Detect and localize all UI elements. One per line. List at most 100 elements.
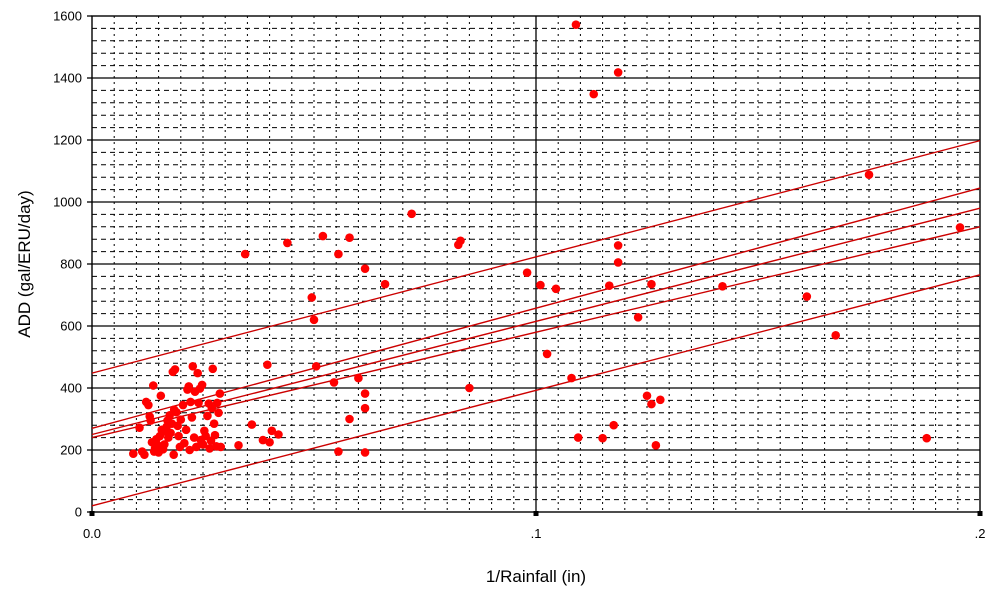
data-point — [345, 233, 354, 242]
x-tick-mark — [89, 511, 95, 516]
data-point — [522, 268, 532, 277]
data-point — [309, 315, 319, 325]
fit-line — [91, 274, 981, 507]
fit-line — [91, 139, 981, 374]
data-point — [647, 399, 656, 409]
data-point — [955, 223, 965, 232]
data-point — [536, 280, 545, 290]
data-point — [651, 441, 661, 450]
y-tick-label: 600 — [60, 319, 82, 334]
data-point — [334, 447, 343, 456]
data-point — [176, 415, 186, 424]
data-point — [209, 419, 219, 428]
data-point — [613, 258, 623, 267]
x-axis-ticks: 0.0 .1 .2 — [83, 511, 985, 541]
data-point — [174, 431, 183, 441]
x-tick-label: .2 — [975, 526, 986, 541]
data-point — [240, 249, 250, 259]
data-point — [178, 400, 188, 410]
data-points — [128, 20, 965, 459]
data-point — [642, 391, 652, 401]
data-point — [214, 408, 223, 418]
data-point — [274, 430, 283, 439]
data-point — [864, 170, 874, 180]
data-point — [194, 398, 203, 408]
data-point — [186, 397, 195, 407]
x-tick-mark — [977, 511, 983, 516]
data-point — [307, 293, 317, 302]
data-point — [166, 428, 175, 438]
data-point — [311, 362, 321, 371]
data-point — [267, 426, 277, 436]
data-point — [604, 281, 614, 291]
data-point — [360, 403, 370, 413]
data-point — [283, 238, 292, 248]
data-point — [589, 89, 599, 99]
data-point — [609, 420, 618, 430]
data-point — [208, 364, 218, 374]
y-tick-label: 400 — [60, 381, 82, 396]
data-point — [647, 279, 656, 289]
x-axis-title: 1/Rainfall (in) — [486, 567, 586, 586]
data-point — [380, 279, 390, 289]
data-point — [193, 368, 202, 378]
data-point — [188, 362, 198, 371]
data-point — [146, 416, 155, 425]
data-point — [258, 435, 268, 445]
y-tick-label: 1000 — [53, 195, 82, 210]
data-point — [170, 365, 180, 374]
y-axis-ticks: 0 200 400 600 800 1000 1200 1400 1600 — [53, 9, 92, 520]
data-point — [360, 389, 370, 398]
data-point — [542, 349, 552, 359]
data-point — [318, 231, 328, 241]
fit-line — [91, 226, 981, 439]
data-point — [802, 292, 812, 301]
y-tick-label: 0 — [75, 505, 82, 520]
data-point — [263, 360, 272, 370]
x-tick-label: .1 — [531, 526, 542, 541]
data-point — [144, 400, 153, 410]
data-point — [181, 425, 191, 435]
data-point — [216, 442, 226, 452]
data-point — [205, 444, 214, 453]
data-point — [184, 382, 194, 391]
data-point — [633, 313, 643, 322]
data-point — [148, 381, 158, 390]
data-point — [135, 423, 144, 432]
data-point — [207, 403, 217, 413]
data-point — [465, 383, 474, 393]
data-point — [360, 448, 370, 457]
y-tick-label: 1200 — [53, 133, 82, 148]
fit-lines — [91, 139, 981, 507]
data-point — [197, 380, 207, 390]
data-point — [212, 398, 222, 408]
data-point — [922, 433, 932, 443]
data-point — [172, 407, 181, 417]
data-point — [187, 413, 197, 422]
data-point — [598, 433, 607, 443]
data-point — [551, 284, 561, 294]
x-tick-mark — [533, 511, 539, 516]
data-point — [185, 445, 194, 455]
data-point — [613, 241, 623, 250]
y-axis-title: ADD (gal/ERU/day) — [15, 190, 34, 337]
y-tick-label: 200 — [60, 443, 82, 458]
data-point — [456, 236, 465, 246]
data-point — [189, 433, 199, 442]
x-tick-label: 0.0 — [83, 526, 101, 541]
fit-line — [91, 187, 981, 429]
data-point — [718, 282, 727, 291]
data-point — [329, 378, 339, 387]
data-point — [831, 331, 840, 340]
data-point — [234, 441, 243, 450]
y-tick-label: 1400 — [53, 71, 82, 86]
data-point — [345, 414, 354, 424]
data-point — [613, 68, 623, 77]
data-point — [156, 391, 166, 401]
data-point — [203, 411, 212, 421]
data-point — [656, 395, 665, 405]
data-point — [160, 440, 169, 449]
data-point — [567, 373, 576, 383]
y-tick-label: 800 — [60, 257, 82, 272]
